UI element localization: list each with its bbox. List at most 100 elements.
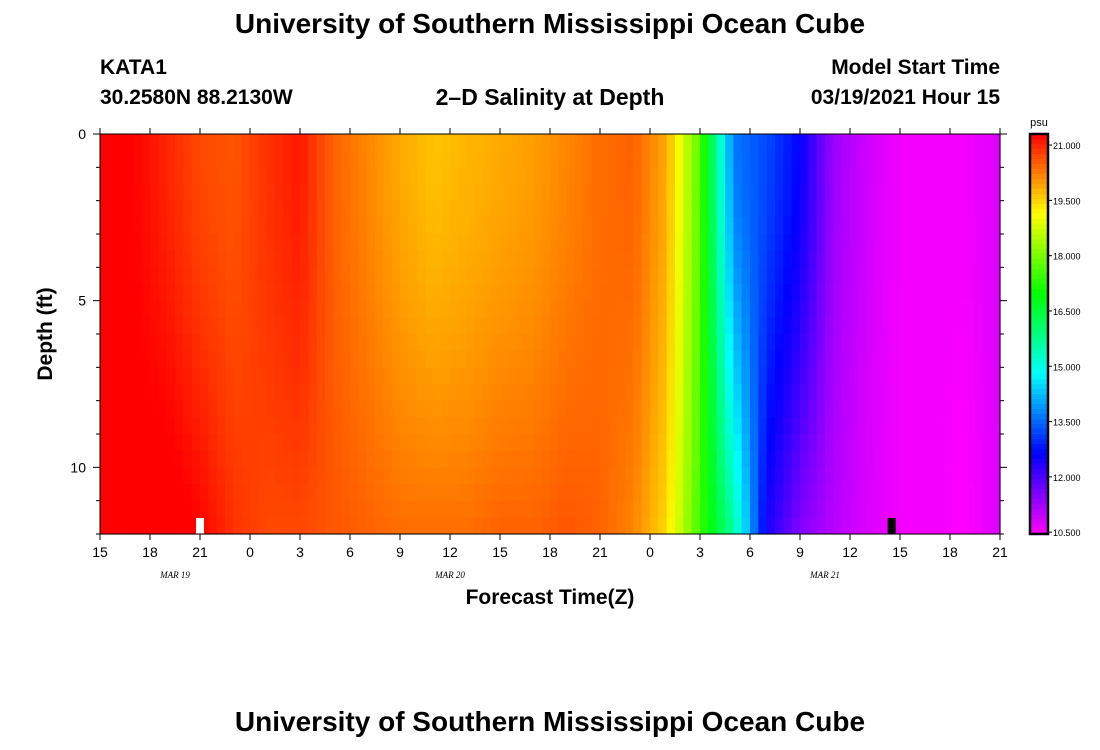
heatmap-cell [783,317,793,335]
heatmap-cell [866,400,876,418]
heatmap-cell [891,434,901,452]
heatmap-cell [441,167,451,185]
heatmap-cell [808,450,818,468]
heatmap-cell [458,267,468,285]
heatmap-cell [416,450,426,468]
heatmap-cell [458,434,468,452]
heatmap-cell [308,417,318,435]
heatmap-cell [716,384,726,402]
heatmap-cell [658,217,668,235]
heatmap-cell [308,467,318,485]
heatmap-cell [350,167,359,185]
heatmap-cell [300,484,309,502]
heatmap-cell [400,484,409,502]
heatmap-cell [333,300,343,318]
heatmap-cell [466,134,476,152]
heatmap-cell [850,500,859,518]
heatmap-cell [491,217,501,235]
heatmap-cell [350,500,359,518]
heatmap-cell [116,350,126,368]
heatmap-cell [658,384,668,402]
heatmap-cell [583,150,593,168]
heatmap-cell [475,200,484,218]
heatmap-cell [883,317,893,335]
heatmap-cell [958,300,968,318]
heatmap-cell [766,267,776,285]
heatmap-cell [408,134,418,152]
colorbar-segment [1030,344,1048,350]
heatmap-cell [308,234,318,252]
colorbar-segment [1030,379,1048,385]
heatmap-cell [783,184,793,202]
heatmap-cell [450,350,459,368]
heatmap-cell [866,267,876,285]
heatmap-cell [400,134,409,152]
heatmap-cell [691,184,701,202]
heatmap-cell [366,267,376,285]
heatmap-cell [941,234,951,252]
heatmap-cell [691,417,701,435]
heatmap-cell [983,500,993,518]
heatmap-cell [133,417,143,435]
heatmap-cell [733,267,743,285]
heatmap-cell [375,467,384,485]
heatmap-cell [658,434,668,452]
heatmap-cell [541,500,551,518]
heatmap-cell [341,250,351,268]
heatmap-cell [708,300,718,318]
heatmap-cell [158,484,168,502]
heatmap-cell [700,517,709,535]
heatmap-cell [650,350,659,368]
heatmap-cell [808,317,818,335]
heatmap-cell [500,167,509,185]
heatmap-cell [683,384,693,402]
heatmap-cell [308,150,318,168]
heatmap-cell [141,317,151,335]
heatmap-cell [241,267,251,285]
heatmap-cell [425,150,434,168]
colorbar-segment [1030,239,1048,245]
heatmap-cell [383,467,393,485]
heatmap-cell [966,184,976,202]
heatmap-cell [475,150,484,168]
heatmap-cell [391,184,401,202]
heatmap-cell [650,434,659,452]
heatmap-cell [183,284,193,302]
heatmap-cell [900,200,909,218]
heatmap-cell [741,450,751,468]
heatmap-cell [525,134,534,152]
heatmap-cell [675,517,684,535]
heatmap-cell [508,434,518,452]
heatmap-cell [633,267,643,285]
heatmap-cell [633,184,643,202]
heatmap-cell [733,467,743,485]
heatmap-cell [275,384,284,402]
heatmap-cell [191,300,201,318]
heatmap-cell [991,167,1001,185]
heatmap-cell [183,417,193,435]
heatmap-cell [800,350,809,368]
heatmap-cell [275,217,284,235]
heatmap-cell [425,334,434,352]
heatmap-cell [283,484,293,502]
heatmap-cell [208,350,218,368]
heatmap-cell [350,200,359,218]
heatmap-cell [900,234,909,252]
colorbar-segment [1030,319,1048,325]
heatmap-cell [100,267,109,285]
heatmap-cell [475,417,484,435]
heatmap-cell [800,417,809,435]
heatmap-cell [708,484,718,502]
heatmap-cell [358,467,368,485]
heatmap-cell [650,384,659,402]
heatmap-cell [775,217,784,235]
heatmap-cell [358,267,368,285]
heatmap-cell [150,500,159,518]
heatmap-cell [358,417,368,435]
heatmap-cell [450,467,459,485]
heatmap-cell [425,267,434,285]
heatmap-cell [750,500,759,518]
heatmap-cell [691,300,701,318]
heatmap-cell [475,500,484,518]
heatmap-cell [533,367,543,385]
